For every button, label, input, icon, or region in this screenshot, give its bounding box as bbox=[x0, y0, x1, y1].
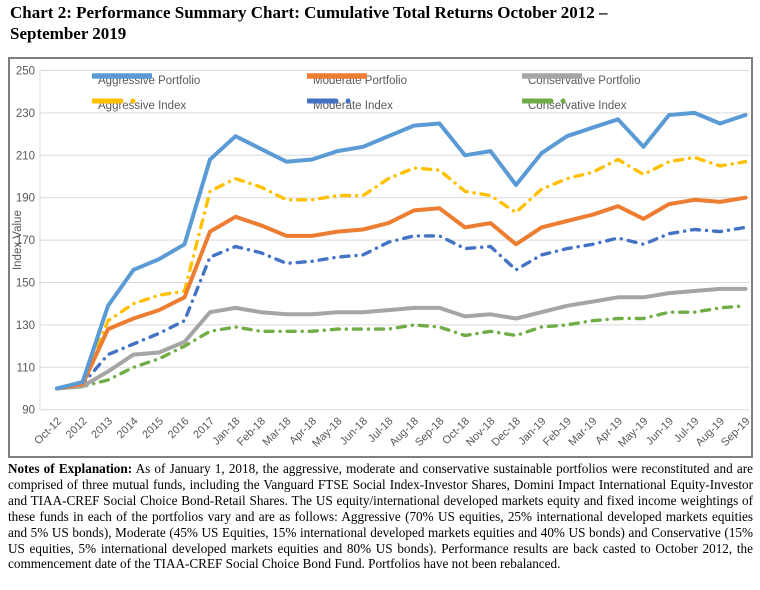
series-line-aggressive-portfolio bbox=[55, 110, 748, 391]
y-axis-title: Index Value bbox=[12, 210, 24, 270]
chart-title-line2: September 2019 bbox=[10, 24, 127, 43]
legend-swatch-solid-line bbox=[522, 73, 582, 79]
y-tick-label: 170 bbox=[16, 235, 35, 247]
x-tick-label: 2015 bbox=[140, 415, 166, 441]
x-tick-label: Jun-19 bbox=[644, 415, 676, 447]
chart-title-line1: Chart 2: Performance Summary Chart: Cumu… bbox=[10, 3, 608, 22]
legend-swatch-solid-line bbox=[307, 73, 367, 79]
y-tick-label: 110 bbox=[17, 362, 35, 374]
x-tick-label: Dec-18 bbox=[490, 415, 524, 449]
plot-area: 90 110 130 150 170 190 210 230 250 Index Value Oct… bbox=[12, 66, 751, 450]
series-line-conservative-index bbox=[55, 304, 748, 391]
series-line-conservative-portfolio bbox=[55, 286, 748, 391]
legend-item-moderate-portfolio: Moderate Portfolio bbox=[307, 72, 407, 90]
legend-item-aggressive-index: Aggressive Index bbox=[92, 97, 186, 115]
x-tick-label: Sep-19 bbox=[719, 415, 751, 449]
y-tick-label: 150 bbox=[16, 278, 35, 290]
legend-item-conservative-index: Conservative Index bbox=[522, 97, 626, 115]
legend-item-conservative-portfolio: Conservative Portfolio bbox=[522, 72, 641, 90]
legend-swatch-dash-dot-line bbox=[92, 98, 152, 104]
x-tick-label: Jun-18 bbox=[338, 415, 370, 447]
y-tick-label: 250 bbox=[16, 66, 35, 78]
x-tick-label: 2016 bbox=[166, 415, 192, 441]
legend-label: Conservative Index bbox=[528, 100, 627, 112]
y-tick-label: 90 bbox=[22, 405, 35, 417]
notes-body: As of January 1, 2018, the aggressive, m… bbox=[8, 461, 753, 572]
x-tick-label: Sep-18 bbox=[413, 415, 447, 449]
legend-item-moderate-index: Moderate Index bbox=[307, 97, 393, 115]
series-line-moderate-portfolio bbox=[55, 195, 748, 391]
chart-title: Chart 2: Performance Summary Chart: Cumu… bbox=[10, 2, 750, 44]
y-tick-label: 210 bbox=[16, 150, 35, 162]
x-tick-label: 2013 bbox=[89, 415, 115, 441]
x-tick-label: 2014 bbox=[115, 415, 141, 441]
notes-lead: Notes of Explanation: bbox=[8, 461, 133, 476]
x-tick-label: Mar-18 bbox=[260, 415, 293, 448]
legend-swatch-dash-dot-line bbox=[307, 98, 367, 104]
series-line-aggressive-index bbox=[55, 155, 748, 391]
chart-area: 90 110 130 150 170 190 210 230 250 Index Value Oct… bbox=[8, 57, 753, 458]
notes-of-explanation: Notes of Explanation: As of January 1, 2… bbox=[8, 461, 753, 572]
x-tick-label: 2012 bbox=[64, 415, 90, 441]
series-line-moderate-index bbox=[55, 225, 748, 391]
y-tick-label: 190 bbox=[16, 193, 35, 205]
legend-swatch-dash-dot-line bbox=[522, 98, 582, 104]
legend-swatch-solid-line bbox=[92, 73, 152, 79]
y-tick-label: 230 bbox=[16, 108, 35, 120]
x-tick-label: Mar-19 bbox=[566, 415, 599, 448]
y-tick-label: 130 bbox=[16, 320, 35, 332]
x-tick-label: Oct-12 bbox=[32, 415, 64, 447]
legend-item-aggressive-portfolio: Aggressive Portfolio bbox=[92, 72, 200, 90]
